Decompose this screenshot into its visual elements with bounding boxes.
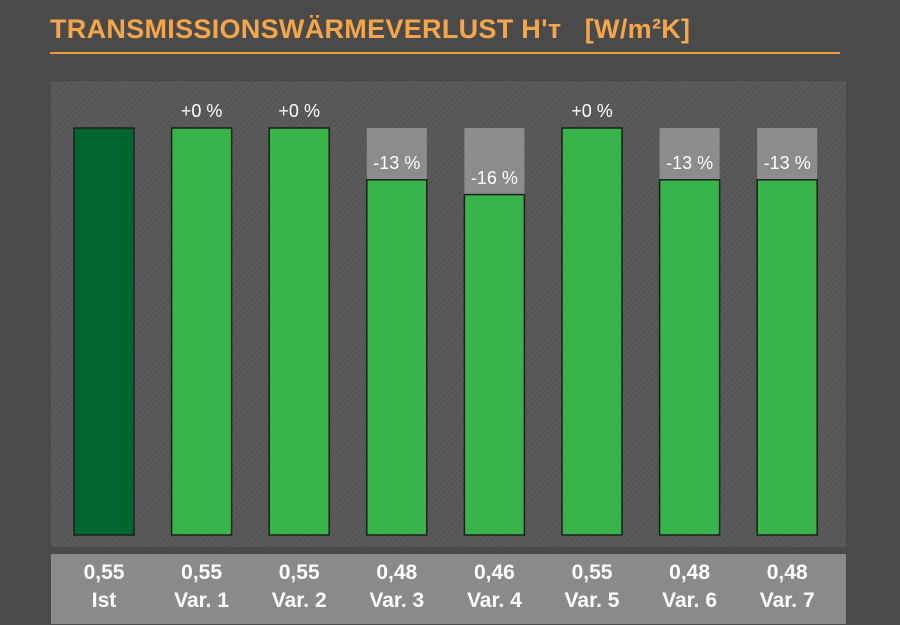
change-label: +0 % bbox=[180, 101, 223, 121]
bar bbox=[561, 127, 623, 536]
value-label: 0,55 bbox=[83, 561, 125, 584]
bar-reference bbox=[73, 127, 135, 536]
reference-ghost-bar bbox=[366, 128, 427, 180]
value-label: 0,55 bbox=[278, 561, 320, 584]
bar bbox=[463, 193, 526, 536]
bar bbox=[366, 179, 428, 536]
change-label: -16 % bbox=[470, 167, 518, 188]
change-label: -13 % bbox=[763, 152, 811, 173]
reference-ghost-bar bbox=[659, 128, 720, 180]
category-label: Var. 2 bbox=[271, 589, 327, 612]
category-label: Var. 6 bbox=[662, 589, 718, 612]
change-label: +0 % bbox=[571, 101, 613, 121]
value-label: 0,48 bbox=[376, 561, 418, 584]
value-label: 0,55 bbox=[571, 561, 613, 584]
value-label: 0,46 bbox=[473, 561, 515, 584]
chart-title: TRANSMISSIONSWÄRMEVERLUST H'ᴛ [W/m²K] bbox=[50, 14, 691, 44]
bar bbox=[170, 127, 233, 536]
value-label: 0,48 bbox=[766, 561, 808, 584]
category-label: Var. 3 bbox=[369, 589, 425, 612]
category-label: Var. 1 bbox=[174, 589, 230, 612]
bar bbox=[756, 179, 818, 536]
value-label-band bbox=[51, 554, 846, 624]
value-label: 0,48 bbox=[669, 561, 711, 584]
bar bbox=[268, 127, 330, 536]
value-label: 0,55 bbox=[181, 561, 223, 584]
reference-ghost-bar bbox=[464, 128, 525, 195]
category-label: Var. 5 bbox=[564, 589, 620, 612]
change-label: -13 % bbox=[373, 152, 421, 173]
reference-ghost-bar bbox=[757, 128, 818, 180]
title-underline bbox=[50, 52, 840, 54]
change-label: +0 % bbox=[278, 101, 320, 121]
category-label: Var. 7 bbox=[759, 589, 815, 612]
category-label: Ist bbox=[91, 589, 117, 612]
category-label: Var. 4 bbox=[466, 589, 522, 612]
change-label: -13 % bbox=[666, 152, 714, 173]
bar bbox=[658, 179, 721, 536]
